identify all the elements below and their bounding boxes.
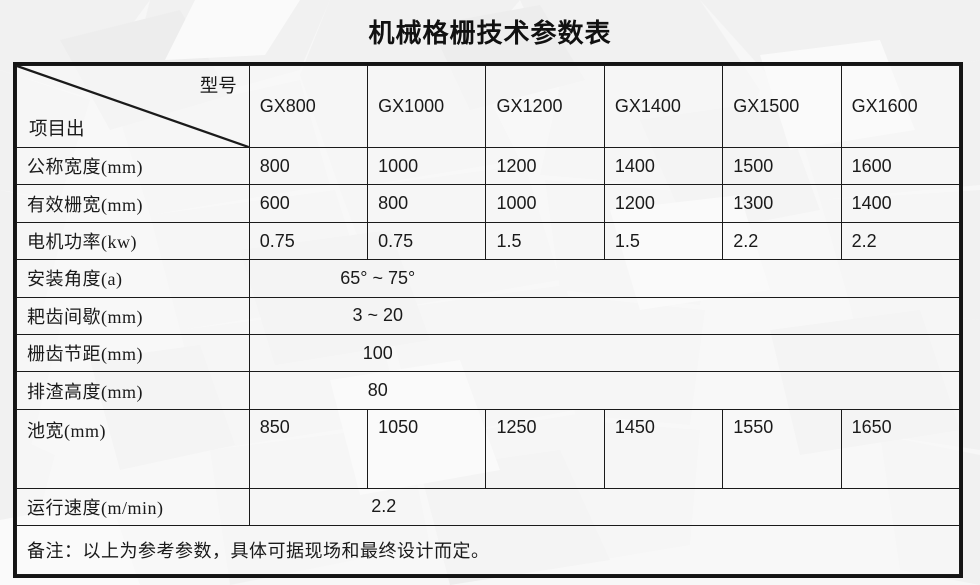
row-value: 1600 — [840, 147, 961, 186]
row-value: 1200 — [603, 184, 724, 223]
row-value: 1000 — [367, 147, 487, 186]
page-title: 机械格栅技术参数表 — [368, 17, 612, 48]
column-header-gx1400: GX1400 — [603, 64, 724, 149]
row-value: 1300 — [722, 184, 842, 223]
row-value: 1250 — [485, 408, 605, 489]
footnote-text: 备注：以上为参考参数，具体可据现场和最终设计而定。 — [16, 525, 960, 575]
row-value: 0.75 — [248, 221, 369, 261]
row-value: 1.5 — [603, 221, 724, 261]
row-value: 800 — [367, 184, 487, 223]
table-row: 公称宽度(mm) 800 1000 1200 1400 1500 1600 — [16, 147, 961, 186]
table-header-row: 型号 项目出 GX800 GX1000 GX1200 GX1400 GX1500… — [16, 64, 961, 149]
row-value: 1400 — [840, 184, 961, 223]
row-merged-value-cell: 100 — [248, 334, 961, 373]
row-label: 运行速度(m/min) — [16, 487, 250, 527]
row-value: 1200 — [485, 147, 605, 186]
row-value: 1050 — [367, 408, 487, 489]
spec-table: 型号 项目出 GX800 GX1000 GX1200 GX1400 GX1500… — [16, 64, 961, 575]
column-header-gx1500: GX1500 — [722, 64, 842, 149]
row-value: 1400 — [603, 147, 724, 186]
table-row: 安装角度(a) 65° ~ 75° — [16, 259, 961, 298]
column-header-gx1000: GX1000 — [367, 64, 487, 149]
corner-item-label: 项目出 — [29, 120, 85, 141]
table-row: 池宽(mm) 850 1050 1250 1450 1550 1650 — [16, 408, 961, 489]
row-label: 栅齿节距(mm) — [16, 334, 250, 373]
row-value: 1550 — [722, 408, 842, 489]
row-value: 1650 — [840, 408, 961, 489]
row-value: 600 — [248, 184, 369, 223]
row-label: 公称宽度(mm) — [16, 147, 250, 186]
table-row: 排渣高度(mm) 80 — [16, 371, 961, 410]
table-row: 栅齿节距(mm) 100 — [16, 334, 961, 373]
table-row: 运行速度(m/min) 2.2 — [16, 487, 961, 527]
row-label: 池宽(mm) — [16, 408, 250, 489]
table-row: 有效栅宽(mm) 600 800 1000 1200 1300 1400 — [16, 184, 961, 223]
row-value: 1450 — [603, 408, 724, 489]
row-value: 0.75 — [367, 221, 487, 261]
row-label: 耙齿间歇(mm) — [16, 296, 250, 336]
table-footnote-row: 备注：以上为参考参数，具体可据现场和最终设计而定。 — [16, 525, 960, 575]
row-value: 3 ~ 20 — [352, 305, 403, 326]
row-merged-value-cell: 3 ~ 20 — [248, 296, 961, 336]
row-merged-value-cell: 80 — [248, 371, 961, 410]
table-row: 耙齿间歇(mm) 3 ~ 20 — [16, 296, 961, 336]
row-value: 850 — [248, 408, 369, 489]
page-title-bar: 机械格栅技术参数表 — [0, 0, 980, 62]
row-value: 2.2 — [840, 221, 961, 261]
row-value: 1500 — [722, 147, 842, 186]
row-merged-value-cell: 2.2 — [248, 487, 961, 527]
row-value: 100 — [362, 342, 393, 363]
row-label: 有效栅宽(mm) — [16, 184, 250, 223]
row-value: 80 — [367, 380, 388, 401]
row-merged-value-cell: 65° ~ 75° — [248, 259, 961, 298]
row-value: 1.5 — [485, 221, 605, 261]
corner-model-label: 型号 — [199, 77, 237, 97]
column-header-gx1200: GX1200 — [485, 64, 605, 149]
spec-table-container: 型号 项目出 GX800 GX1000 GX1200 GX1400 GX1500… — [13, 62, 963, 578]
row-value: 2.2 — [371, 496, 397, 517]
row-label: 电机功率(kw) — [16, 221, 250, 261]
row-value: 2.2 — [722, 221, 842, 261]
table-row: 电机功率(kw) 0.75 0.75 1.5 1.5 2.2 2.2 — [16, 221, 961, 261]
row-label: 排渣高度(mm) — [16, 371, 250, 410]
corner-diagonal-cell: 型号 项目出 — [16, 64, 250, 149]
row-value: 1000 — [485, 184, 605, 223]
column-header-gx800: GX800 — [248, 64, 369, 149]
row-value: 65° ~ 75° — [340, 267, 416, 288]
row-label: 安装角度(a) — [16, 259, 250, 298]
column-header-gx1600: GX1600 — [840, 64, 961, 149]
row-value: 800 — [248, 147, 369, 186]
